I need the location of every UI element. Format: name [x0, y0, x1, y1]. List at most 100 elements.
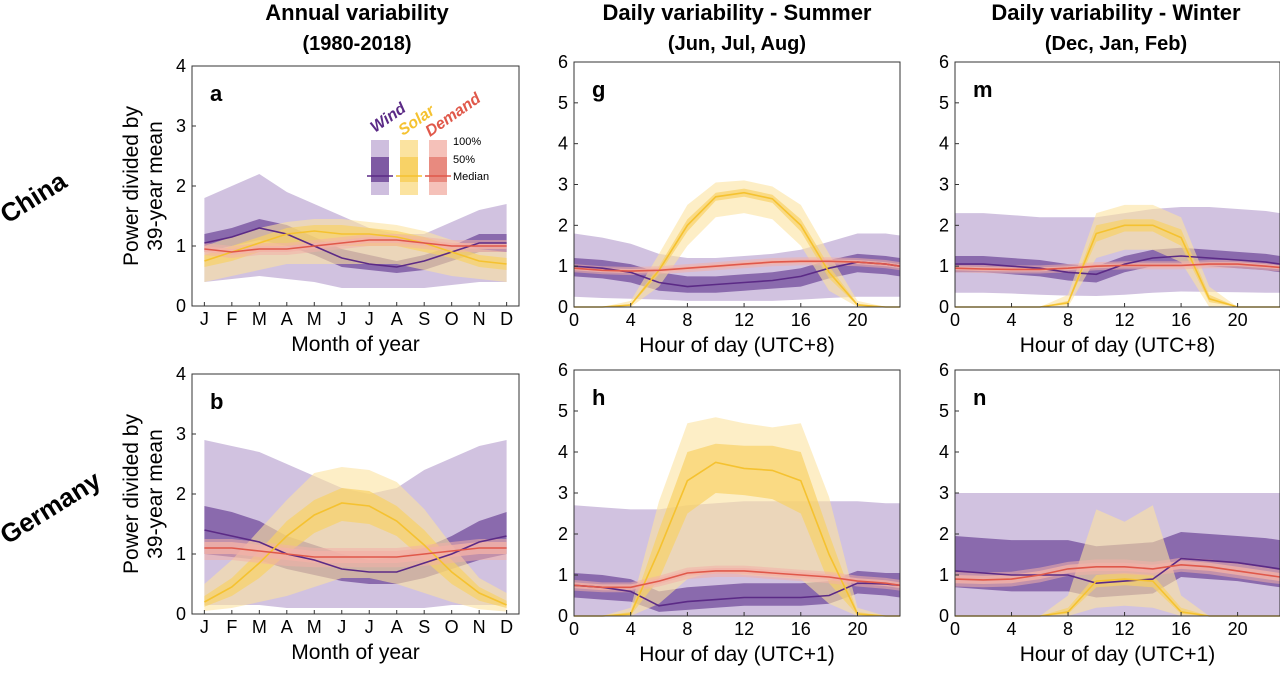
- annual-ylabel-germany-line2: 39-year mean: [144, 429, 167, 559]
- legend-solar-50-swatch: [400, 157, 418, 182]
- y-tick-label-g: 5: [558, 93, 568, 113]
- x-tick-label-h: 12: [734, 619, 754, 639]
- solar-range-band-b: [204, 467, 507, 612]
- y-tick-label-b: 0: [176, 604, 186, 624]
- x-tick-label-g: 16: [791, 310, 811, 330]
- column-title-winter: Daily variability - Winter: [991, 0, 1241, 25]
- x-tick-label-b: J: [200, 617, 209, 637]
- x-tick-label-a: A: [281, 309, 293, 329]
- x-tick-label-b: N: [473, 617, 486, 637]
- y-tick-label-g: 1: [558, 256, 568, 276]
- x-tick-label-m: 4: [1007, 310, 1017, 330]
- x-tick-label-a: J: [365, 309, 374, 329]
- y-tick-label-n: 6: [939, 360, 949, 380]
- demand-range-band-h: [574, 565, 900, 593]
- x-tick-label-a: A: [391, 309, 403, 329]
- x-tick-label-b: D: [500, 617, 513, 637]
- x-tick-label-m: 12: [1115, 310, 1135, 330]
- x-tick-label-n: 8: [1063, 619, 1073, 639]
- y-tick-label-m: 0: [939, 297, 949, 317]
- y-tick-label-g: 4: [558, 134, 568, 154]
- y-tick-label-a: 4: [176, 56, 186, 76]
- x-tick-label-m: 20: [1228, 310, 1248, 330]
- x-tick-label-n: 0: [950, 619, 960, 639]
- y-tick-label-b: 1: [176, 544, 186, 564]
- y-tick-label-m: 1: [939, 256, 949, 276]
- y-tick-label-n: 2: [939, 524, 949, 544]
- x-tick-label-a: S: [418, 309, 430, 329]
- y-tick-label-m: 5: [939, 93, 949, 113]
- x-tick-label-a: D: [500, 309, 513, 329]
- annual-ylabel-germany: Power divided by 39-year mean: [120, 414, 167, 574]
- y-tick-label-g: 0: [558, 297, 568, 317]
- panel-letter-g: g: [592, 77, 605, 102]
- panel-letter-n: n: [973, 385, 986, 410]
- x-axis-label-a: Month of year: [291, 333, 419, 356]
- y-tick-label-g: 6: [558, 52, 568, 72]
- y-tick-label-h: 6: [558, 360, 568, 380]
- x-tick-label-b: A: [391, 617, 403, 637]
- column-subtitle-winter: (Dec, Jan, Feb): [1045, 33, 1187, 55]
- solar-median-line-b: [204, 502, 507, 606]
- x-tick-label-g: 8: [682, 310, 692, 330]
- row-label-germany: Germany: [0, 464, 106, 549]
- x-tick-label-h: 4: [626, 619, 636, 639]
- demand-median-line-n: [954, 563, 1280, 581]
- x-tick-label-b: F: [226, 617, 237, 637]
- x-tick-label-a: F: [226, 309, 237, 329]
- wind-median-line-n: [954, 557, 1280, 585]
- y-tick-label-b: 4: [176, 364, 186, 384]
- x-tick-label-g: 12: [734, 310, 754, 330]
- x-tick-label-b: O: [445, 617, 459, 637]
- panel-letter-b: b: [210, 389, 223, 414]
- x-tick-label-b: S: [418, 617, 430, 637]
- legend-wind-50-swatch: [371, 157, 389, 182]
- x-axis-label-g: Hour of day (UTC+8): [639, 334, 834, 357]
- annual-ylabel-china-line2: 39-year mean: [144, 121, 167, 251]
- y-tick-label-m: 3: [939, 175, 949, 195]
- x-tick-label-b: M: [252, 617, 267, 637]
- panel-letter-h: h: [592, 385, 605, 410]
- x-tick-label-a: J: [200, 309, 209, 329]
- panel-letter-a: a: [210, 81, 223, 106]
- legend-demand-50-swatch: [429, 157, 447, 182]
- x-tick-label-n: 4: [1007, 619, 1017, 639]
- x-tick-label-g: 0: [569, 310, 579, 330]
- y-tick-label-b: 2: [176, 484, 186, 504]
- legend-item-median: Median: [453, 171, 489, 183]
- y-tick-label-h: 0: [558, 606, 568, 626]
- x-tick-label-h: 0: [569, 619, 579, 639]
- x-tick-label-b: J: [365, 617, 374, 637]
- y-tick-label-m: 2: [939, 215, 949, 235]
- y-tick-label-a: 0: [176, 296, 186, 316]
- y-tick-label-h: 1: [558, 565, 568, 585]
- demand-median-line-b: [204, 547, 507, 558]
- panel-letter-m: m: [973, 77, 993, 102]
- y-tick-label-n: 5: [939, 401, 949, 421]
- x-tick-label-a: J: [337, 309, 346, 329]
- y-tick-label-h: 4: [558, 442, 568, 462]
- x-tick-label-m: 8: [1063, 310, 1073, 330]
- y-tick-label-a: 3: [176, 116, 186, 136]
- solar-median-line-a: [204, 230, 507, 265]
- y-tick-label-n: 1: [939, 565, 949, 585]
- y-tick-label-n: 4: [939, 442, 949, 462]
- y-tick-label-a: 2: [176, 176, 186, 196]
- annual-ylabel-germany-line1: Power divided by: [120, 414, 143, 574]
- x-tick-label-a: M: [307, 309, 322, 329]
- x-tick-label-b: M: [307, 617, 322, 637]
- y-tick-label-n: 0: [939, 606, 949, 626]
- x-tick-label-h: 20: [847, 619, 867, 639]
- solar-iqr-band-h: [574, 443, 900, 616]
- x-tick-label-g: 20: [847, 310, 867, 330]
- x-tick-label-a: O: [445, 309, 459, 329]
- demand-median-line-m: [954, 263, 1280, 271]
- x-tick-label-n: 20: [1228, 619, 1248, 639]
- y-tick-label-m: 4: [939, 134, 949, 154]
- annual-ylabel-china-line1: Power divided by: [120, 106, 143, 266]
